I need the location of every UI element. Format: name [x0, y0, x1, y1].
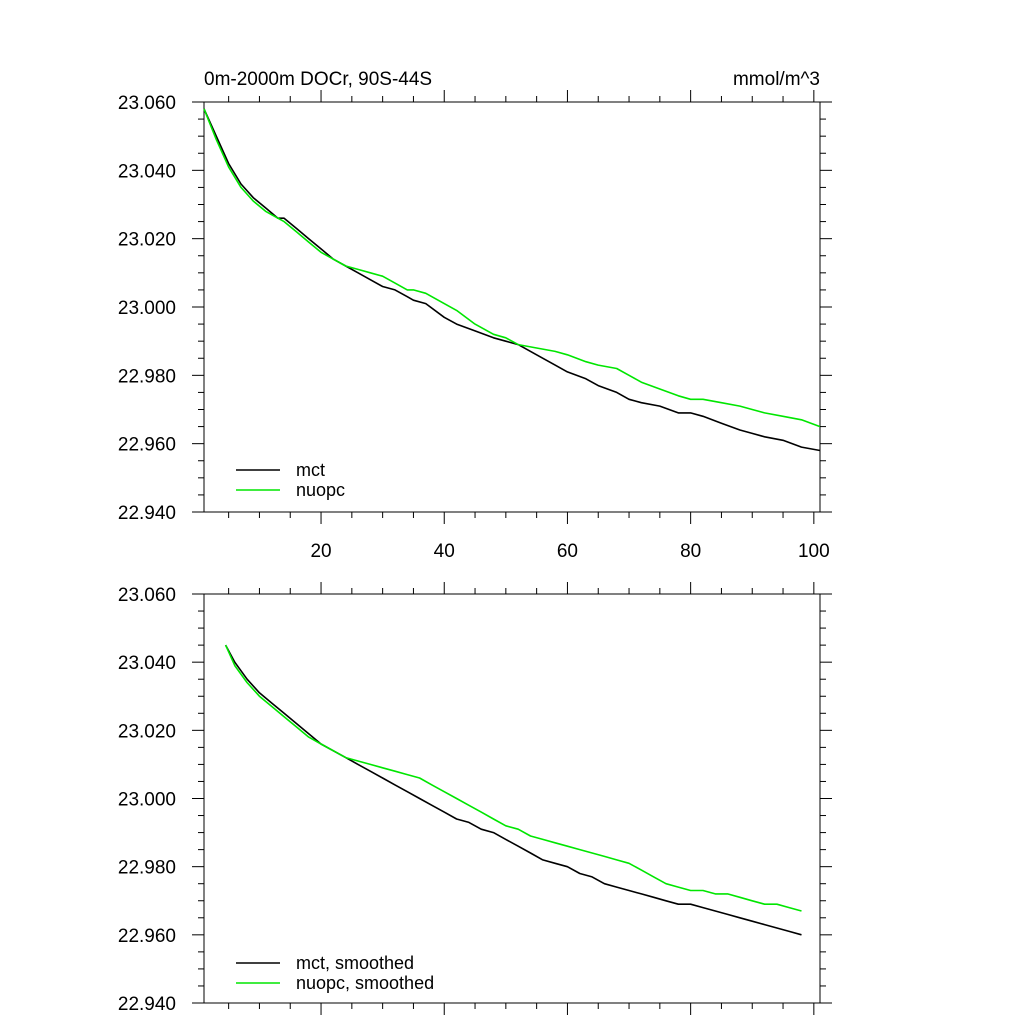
bottom-panel: 23.060 23.040 23.020 23.000 22.980 22.960 22.9…	[118, 582, 832, 1015]
y-tick-label: 23.040	[118, 653, 176, 674]
x-tick-label: 40	[434, 541, 455, 562]
legend-label: nuopc, smoothed	[296, 973, 434, 993]
series-line-nuopc	[224, 644, 802, 912]
y-tick-label: 23.020	[118, 230, 176, 251]
y-tick-label: 22.940	[118, 503, 176, 524]
legend-label: nuopc	[296, 480, 345, 500]
y-tick-label: 22.960	[118, 435, 176, 456]
y-tick-label: 22.980	[118, 366, 176, 387]
y-tick-label: 23.060	[118, 585, 176, 606]
x-tick-label: 80	[680, 541, 701, 562]
series-line-nuopc	[203, 108, 821, 428]
plot-frame	[203, 101, 821, 513]
y-tick-label: 22.980	[118, 858, 176, 879]
y-tick-label: 22.960	[118, 926, 176, 947]
y-tick-label: 23.020	[118, 721, 176, 742]
plot-frame	[203, 593, 821, 1004]
x-tick-label: 100	[798, 541, 830, 562]
x-tick-label: 20	[310, 541, 331, 562]
chart-title: 0m-2000m DOCr, 90S-44S	[204, 69, 432, 90]
series-line-mct	[224, 644, 802, 936]
y-tick-label: 23.060	[118, 93, 176, 114]
x-tick-label: 60	[557, 541, 578, 562]
units-label: mmol/m^3	[733, 69, 820, 90]
y-tick-label: 23.000	[118, 298, 176, 319]
series-line-mct	[203, 108, 821, 452]
y-tick-label: 23.040	[118, 161, 176, 182]
top-panel: 23.060 23.040 23.020 23.000 22.980 22.960 22.9…	[118, 90, 832, 562]
y-tick-label: 22.940	[118, 994, 176, 1015]
y-tick-label: 23.000	[118, 790, 176, 811]
legend-label: mct	[296, 460, 325, 480]
legend-label: mct, smoothed	[296, 953, 414, 973]
